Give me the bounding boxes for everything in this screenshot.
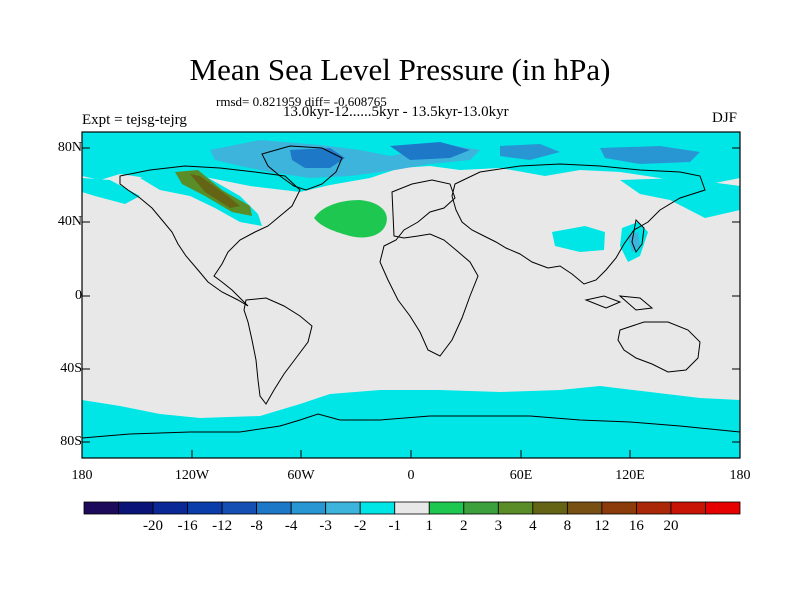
south-america-coast: [243, 297, 313, 405]
colorbar-label: 12: [594, 518, 610, 534]
colorbar-swatch: [497, 501, 534, 515]
lon-tick-label: 60E: [509, 468, 533, 483]
colorbar-swatch: [290, 501, 327, 515]
experiment-label: Expt = tejsg-tejrg: [82, 112, 187, 128]
colorbar-swatch: [187, 501, 223, 515]
colorbar-swatch: [394, 501, 430, 515]
lat-tick-label: 40N: [57, 214, 82, 229]
na-dark-streak: [190, 174, 240, 208]
stats-line: rmsd= 0.821959 diff= -0.608765: [216, 94, 387, 109]
season-label: DJF: [712, 110, 738, 126]
arctic-dark-patch-2: [390, 142, 470, 160]
colorbar-label: -4: [284, 518, 298, 534]
southern-ocean-band: [82, 386, 740, 458]
colorbar-label: 20: [663, 518, 679, 534]
colorbar-swatch: [221, 501, 258, 515]
siberia-blue-patch: [600, 146, 700, 164]
lon-ticks: [81, 450, 741, 458]
antarctica-coast: [81, 413, 741, 439]
colorbar-swatch: [359, 501, 396, 515]
colorbar-label: -2: [353, 518, 367, 534]
lat-ticks: [82, 147, 740, 443]
colorbar-label: -1: [388, 518, 401, 534]
colorbar-label: -3: [319, 518, 332, 534]
lat-tick-label: 0: [75, 288, 82, 303]
colorbar-swatch: [463, 501, 499, 515]
pacific-cyan-streak-west: [82, 178, 140, 204]
colorbar-swatch: [83, 501, 119, 515]
colorbar-swatch: [256, 501, 292, 515]
colorbar-swatch: [325, 501, 361, 515]
colorbar-label: 3: [494, 518, 503, 534]
colorbar-swatch: [152, 501, 188, 515]
colorbar-label: -16: [177, 518, 198, 534]
period-line: 13.0kyr-12......5kyr - 13.5kyr-13.0kyr: [283, 104, 509, 120]
lat-tick-label: 80S: [60, 434, 82, 449]
japan-blue-patch: [628, 232, 640, 252]
lat-tick-label: 40S: [60, 361, 82, 376]
colorbar: [83, 501, 741, 515]
colorbar-swatch: [601, 501, 637, 515]
greenland-coast: [261, 145, 343, 191]
colorbar-label: 16: [628, 518, 644, 534]
colorbar-label: -12: [212, 518, 233, 534]
lon-tick-label: 180: [71, 468, 93, 483]
colorbar-swatch: [532, 501, 568, 515]
colorbar-swatch: [118, 501, 154, 515]
japan-coast: [631, 218, 645, 254]
map-title: Mean Sea Level Pressure (in hPa): [189, 52, 611, 87]
colorbar-label: 4: [529, 518, 537, 534]
colorbar-swatch: [670, 501, 706, 515]
coastlines: [81, 145, 741, 439]
lon-tick-label: 120E: [615, 468, 645, 483]
europe-africa-coast: [379, 179, 479, 357]
north-america-coast: [119, 165, 301, 307]
colorbar-label: -20: [143, 518, 164, 534]
lon-tick-label: 0: [407, 468, 415, 483]
colorbar-swatch: [428, 501, 465, 515]
lon-tick-label: 120W: [174, 468, 210, 483]
colorbar-swatch: [636, 501, 672, 515]
atlantic-green-blob: [314, 200, 387, 238]
lon-tick-label: 60W: [287, 468, 315, 483]
colorbar-swatch: [705, 501, 741, 515]
colorbar-label: 1: [425, 518, 434, 534]
colorbar-label: -8: [250, 518, 263, 534]
colorbar-label: 2: [460, 518, 468, 534]
lon-tick-label: 180: [729, 468, 751, 483]
colorbar-swatch: [566, 501, 603, 515]
colorbar-label: 8: [563, 518, 572, 534]
australia-coast: [617, 321, 701, 373]
arctic-dark-patch-3: [500, 144, 560, 160]
asia-cyan-patch: [552, 226, 605, 252]
maritime-coast: [584, 295, 654, 311]
lat-tick-label: 80N: [57, 140, 82, 155]
asia-coast: [451, 163, 706, 285]
